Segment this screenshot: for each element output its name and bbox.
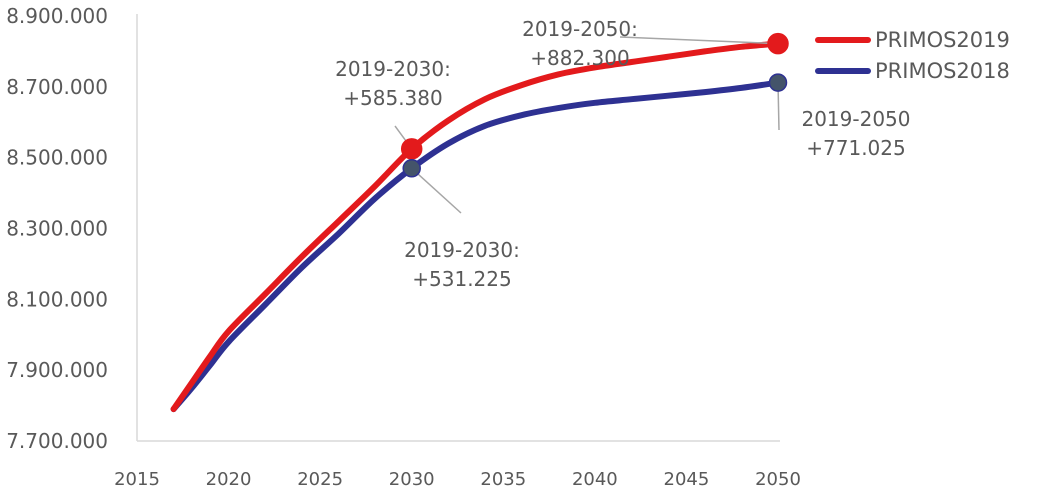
annotation-leaders (394, 36, 780, 214)
x-tick-labels: 2015 2020 2025 2030 2035 2040 2045 2050 (114, 469, 801, 490)
series-line-primos2018 (170, 79, 781, 413)
annotation-text: 2019-2030: (335, 57, 451, 81)
y-tick-label: 8.500.000 (6, 146, 108, 170)
annotation-text: +771.025 (806, 136, 905, 160)
y-tick-label: 8.700.000 (6, 75, 108, 99)
legend-label-primos2018: PRIMOS2018 (875, 59, 1010, 83)
series-line-primos2019 (170, 40, 781, 413)
y-tick-labels: 7.700.000 7.900.000 8.100.000 8.300.000 8.50… (6, 4, 108, 453)
y-tick-label: 7.700.000 (6, 429, 108, 453)
data-marker-primos2018 (768, 73, 788, 92)
x-tick-label: 2050 (755, 469, 801, 490)
y-tick-label: 7.900.000 (6, 358, 108, 382)
data-marker-primos2019 (767, 32, 789, 55)
y-tick-label: 8.900.000 (6, 4, 108, 28)
annotation-text: 2019-2050 (801, 107, 910, 131)
x-tick-label: 2040 (572, 469, 618, 490)
x-tick-label: 2020 (206, 469, 252, 490)
series-lines (170, 40, 781, 413)
series-markers (400, 32, 789, 178)
annotation-text: 2019-2030: (404, 238, 520, 262)
x-tick-label: 2035 (480, 469, 526, 490)
data-marker-primos2019 (400, 138, 423, 160)
annotation-text: +585.380 (343, 86, 442, 110)
annotation-text: +882.300 (530, 46, 629, 70)
y-tick-label: 8.100.000 (6, 287, 108, 311)
x-tick-label: 2030 (389, 469, 435, 490)
data-marker-primos2018 (402, 159, 421, 178)
legend-label-primos2019: PRIMOS2019 (875, 28, 1010, 52)
x-tick-label: 2045 (664, 469, 710, 490)
annotation-labels: 2019-2050: +882.300 2019-2030: +585.380 2019… (335, 17, 910, 291)
annotation-leader (411, 167, 462, 214)
x-tick-label: 2025 (297, 469, 343, 490)
annotation-text: +531.225 (412, 267, 511, 291)
annotation-leader (619, 36, 779, 45)
x-tick-label: 2015 (114, 469, 160, 490)
annotation-text: 2019-2050: (522, 17, 638, 41)
y-tick-label: 8.300.000 (6, 217, 108, 241)
legend: PRIMOS2019 PRIMOS2018 (815, 28, 1010, 83)
